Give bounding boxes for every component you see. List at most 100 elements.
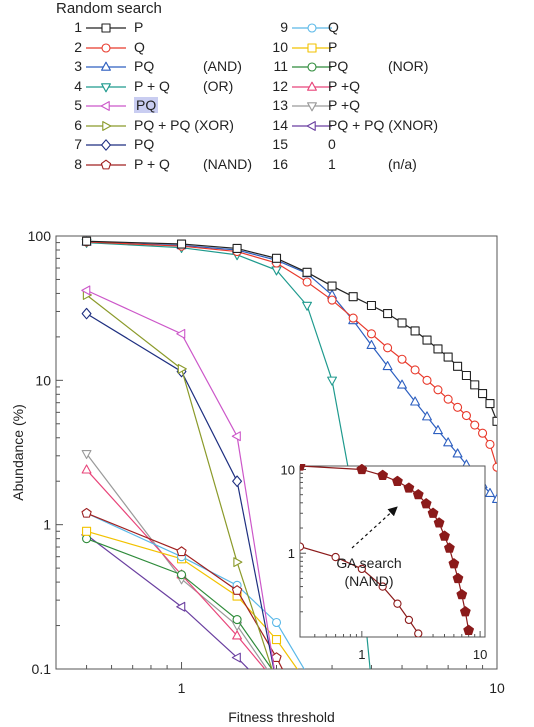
data-point: [232, 243, 242, 253]
legend-label-text: 1: [328, 155, 336, 172]
series-line: [86, 294, 273, 669]
inset-data-point: [331, 552, 340, 562]
legend-label-text: P + Q: [134, 77, 170, 94]
data-point: [271, 634, 282, 645]
legend-swatch-marker: [307, 42, 317, 53]
data-point: [271, 253, 282, 263]
x-tick-label: 1: [178, 680, 186, 696]
inset-frame: [299, 465, 486, 638]
data-point: [470, 420, 480, 430]
legend-swatch-marker: [101, 23, 111, 33]
y-tick-label: 1: [43, 517, 51, 533]
legend-swatch: [292, 120, 332, 131]
data-point: [366, 339, 377, 350]
series-line: [86, 240, 497, 422]
legend-swatch-marker: [307, 23, 317, 33]
inset-series: [300, 464, 474, 635]
inset-data-point: [427, 507, 439, 518]
data-point: [82, 534, 92, 544]
data-point: [478, 388, 488, 399]
legend-swatch: [292, 23, 332, 33]
y-axis-label: Abundance (%): [10, 404, 26, 501]
inset-data-point: [357, 564, 366, 574]
data-point: [327, 376, 337, 386]
data-point: [443, 394, 453, 404]
series: [81, 507, 284, 669]
legend-swatch: [86, 42, 126, 53]
inset-y-tick-label: 1: [288, 546, 295, 561]
data-point: [383, 309, 393, 319]
inset-data-point: [300, 464, 306, 471]
legend: Random search 1 P 2 Q 3 PQ (AND) 4 P + Q (OR) 5 PQ 6…: [0, 0, 534, 200]
legend-label: P + Q: [134, 78, 170, 94]
legend-label: P: [134, 19, 143, 35]
series: [81, 285, 275, 669]
data-point: [492, 462, 497, 472]
legend-swatch-marker: [101, 42, 111, 53]
legend-number: 9: [280, 19, 288, 35]
legend-number: 8: [74, 155, 82, 172]
legend-swatch: [292, 81, 332, 91]
data-point: [410, 365, 420, 375]
series-line: [86, 241, 497, 500]
legend-label-text: Q: [328, 19, 339, 35]
legend-label-text: P: [134, 19, 144, 35]
legend-label: PQ + PQ (XOR): [134, 117, 234, 133]
legend-swatch: [86, 101, 126, 111]
data-point: [366, 329, 377, 339]
inset-data-point: [378, 582, 387, 591]
legend-label-text: P: [328, 38, 338, 55]
legend-label-text: P + Q: [134, 155, 170, 172]
data-point: [478, 428, 488, 438]
legend-swatch-marker: [101, 139, 111, 151]
legend-entry: 8 P + Q (NAND): [0, 156, 534, 174]
inset-series: [300, 542, 423, 637]
legend-label: Q: [134, 39, 145, 55]
data-point: [461, 411, 471, 421]
x-tick-label: 10: [489, 680, 505, 696]
legend-note: (NOR): [388, 58, 429, 74]
data-point: [81, 449, 92, 460]
series: [82, 237, 497, 472]
data-point: [177, 363, 187, 374]
legend-label: PQ: [134, 136, 154, 152]
inset-series-layer: [300, 464, 474, 637]
legend-swatch-marker: [101, 82, 111, 92]
legend-swatch: [86, 82, 126, 92]
series-line: [86, 453, 268, 669]
y-tick-label: 0.1: [32, 661, 52, 677]
y-tick-label: 10: [35, 372, 51, 388]
legend-label-text: P +Q: [328, 77, 361, 94]
legend-label: PQ + PQ (XNOR): [328, 117, 438, 133]
inset-data-point: [456, 589, 468, 600]
legend-entry: 15 0: [0, 136, 534, 154]
legend-number: 14: [272, 116, 288, 133]
inset-data-point: [463, 624, 474, 635]
data-point: [81, 285, 91, 296]
inset-arrow: [351, 506, 398, 549]
legend-entry: 7 PQ: [0, 136, 534, 154]
legend-entry: 10 P: [0, 39, 534, 57]
legend-number: 5: [74, 97, 82, 113]
legend-label-text: PQ: [134, 97, 159, 113]
data-point: [366, 300, 377, 311]
legend-number: 6: [74, 116, 82, 133]
y-tick-label: 100: [28, 228, 52, 244]
data-point: [443, 352, 453, 362]
legend-label-text: PQ + PQ (XOR): [134, 116, 234, 133]
legend-entry: 6 PQ + PQ (XOR): [0, 117, 534, 135]
legend-number: 1: [74, 19, 82, 35]
data-point: [348, 313, 358, 323]
series-line: [86, 469, 266, 669]
legend-note: (NAND): [203, 155, 252, 172]
data-point: [397, 318, 407, 328]
inset-y-tick-label: 10: [281, 462, 295, 477]
legend-label-text: PQ: [134, 58, 155, 74]
legend-label: PQ: [328, 58, 348, 74]
data-point: [433, 425, 443, 435]
data-point: [81, 507, 92, 518]
inset-series-line: [300, 465, 470, 631]
data-point: [231, 431, 241, 442]
data-point: [176, 328, 186, 339]
